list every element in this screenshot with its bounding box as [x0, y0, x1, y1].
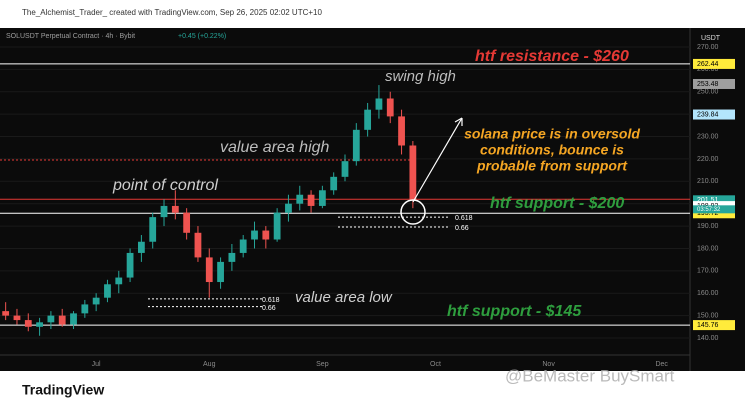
price-label-box — [693, 58, 735, 69]
header: The_Alchemist_Trader_ created with Tradi… — [22, 8, 322, 17]
x-tick-label: Aug — [203, 361, 216, 368]
price-label: 239.84 — [697, 111, 719, 118]
x-tick-label: Oct — [430, 361, 441, 368]
candle-body — [217, 261, 224, 283]
candle-body — [194, 232, 202, 258]
candle-body — [285, 203, 292, 213]
watermark: @BeMaster BuySmart — [505, 366, 675, 385]
candle-body — [205, 257, 213, 283]
x-tick-label: Jul — [92, 361, 101, 368]
price-label: 262.44 — [697, 61, 719, 68]
price-label: 145.76 — [697, 322, 719, 329]
price-label-box — [693, 195, 735, 206]
candle-body — [126, 252, 134, 278]
candle-body — [115, 277, 123, 285]
candle-body — [149, 217, 157, 242]
x-tick-label: Dec — [655, 361, 668, 368]
annotation: htf support - $145 — [447, 303, 582, 320]
candle-body — [36, 322, 43, 327]
candle-body — [70, 313, 77, 325]
candle-body — [398, 116, 405, 146]
annotation: 0.618 — [455, 215, 473, 222]
candle-body — [251, 230, 258, 240]
x-tick-label: Nov — [542, 361, 555, 368]
candle-body — [352, 129, 360, 162]
y-tick-label: 190.00 — [697, 223, 719, 230]
arrow — [412, 117, 463, 203]
y-tick-label: 230.00 — [697, 133, 719, 140]
candle-body — [81, 304, 89, 314]
candle-body — [183, 212, 191, 233]
candle-body — [330, 176, 338, 191]
y-tick-label: 140.00 — [697, 335, 719, 342]
candle-body — [2, 311, 10, 316]
y-tick-label: 260.00 — [697, 66, 719, 73]
candle-body — [92, 297, 100, 305]
price-label-box — [693, 78, 735, 89]
y-tick-label: 270.00 — [697, 44, 719, 51]
y-tick-label: 180.00 — [697, 245, 719, 252]
footer-logo: TradingView — [22, 382, 104, 398]
note-line: solana price is in oversold — [464, 126, 640, 142]
candle-body — [409, 145, 417, 200]
annotation: htf resistance - $260 — [475, 48, 629, 65]
candle-body — [341, 161, 349, 177]
candle-body — [386, 98, 394, 117]
price-label: 201.51 — [697, 197, 719, 204]
annotation: 0.618 — [262, 297, 280, 304]
candle-body — [171, 205, 179, 213]
price-label: 195.72 — [697, 210, 719, 217]
candle-body — [239, 239, 247, 253]
note-line: probable from support — [476, 158, 628, 174]
candle-body — [296, 194, 304, 204]
arrow-head — [454, 117, 463, 126]
candle-body — [318, 190, 326, 206]
annotation: htf support - $200 — [490, 195, 624, 212]
annotation: point of control — [112, 177, 218, 194]
y-tick-label: 210.00 — [697, 178, 719, 185]
symbol-title: SOLUSDT Perpetual Contract · 4h · Bybit — [6, 33, 135, 40]
candle-body — [375, 98, 383, 110]
annotation: swing high — [385, 68, 456, 85]
candle-body — [47, 315, 55, 323]
countdown: 03:57:32 — [697, 207, 721, 213]
price-label-box — [693, 320, 735, 331]
candle-body — [138, 241, 145, 253]
highlight-circle — [400, 199, 426, 225]
annotation: value area high — [220, 139, 330, 156]
candle-body — [262, 230, 270, 240]
price-label-box — [693, 109, 735, 120]
currency: USDT — [701, 35, 721, 42]
candle-body — [307, 194, 315, 206]
x-tick-label: Sep — [316, 361, 329, 368]
annotation: 0.66 — [262, 305, 276, 312]
price-label: 253.48 — [697, 81, 719, 88]
candle-body — [364, 109, 372, 130]
note-line: conditions, bounce is — [480, 142, 624, 158]
candle-body — [58, 315, 66, 325]
countdown-box — [693, 205, 735, 214]
candle-body — [273, 212, 281, 240]
annotation: 0.66 — [455, 225, 469, 232]
y-tick-label: 220.00 — [697, 156, 719, 163]
candle-body — [24, 320, 32, 327]
candle-body — [104, 284, 111, 298]
candle-body — [13, 315, 21, 321]
price-change: +0.45 (+0.22%) — [178, 33, 226, 40]
candle-body — [160, 205, 168, 218]
candle-body — [228, 252, 236, 262]
y-tick-label: 150.00 — [697, 312, 719, 319]
y-tick-label: 250.00 — [697, 89, 719, 96]
annotation: value area low — [295, 289, 393, 306]
y-tick-label: 170.00 — [697, 268, 719, 275]
y-tick-label: 160.00 — [697, 290, 719, 297]
